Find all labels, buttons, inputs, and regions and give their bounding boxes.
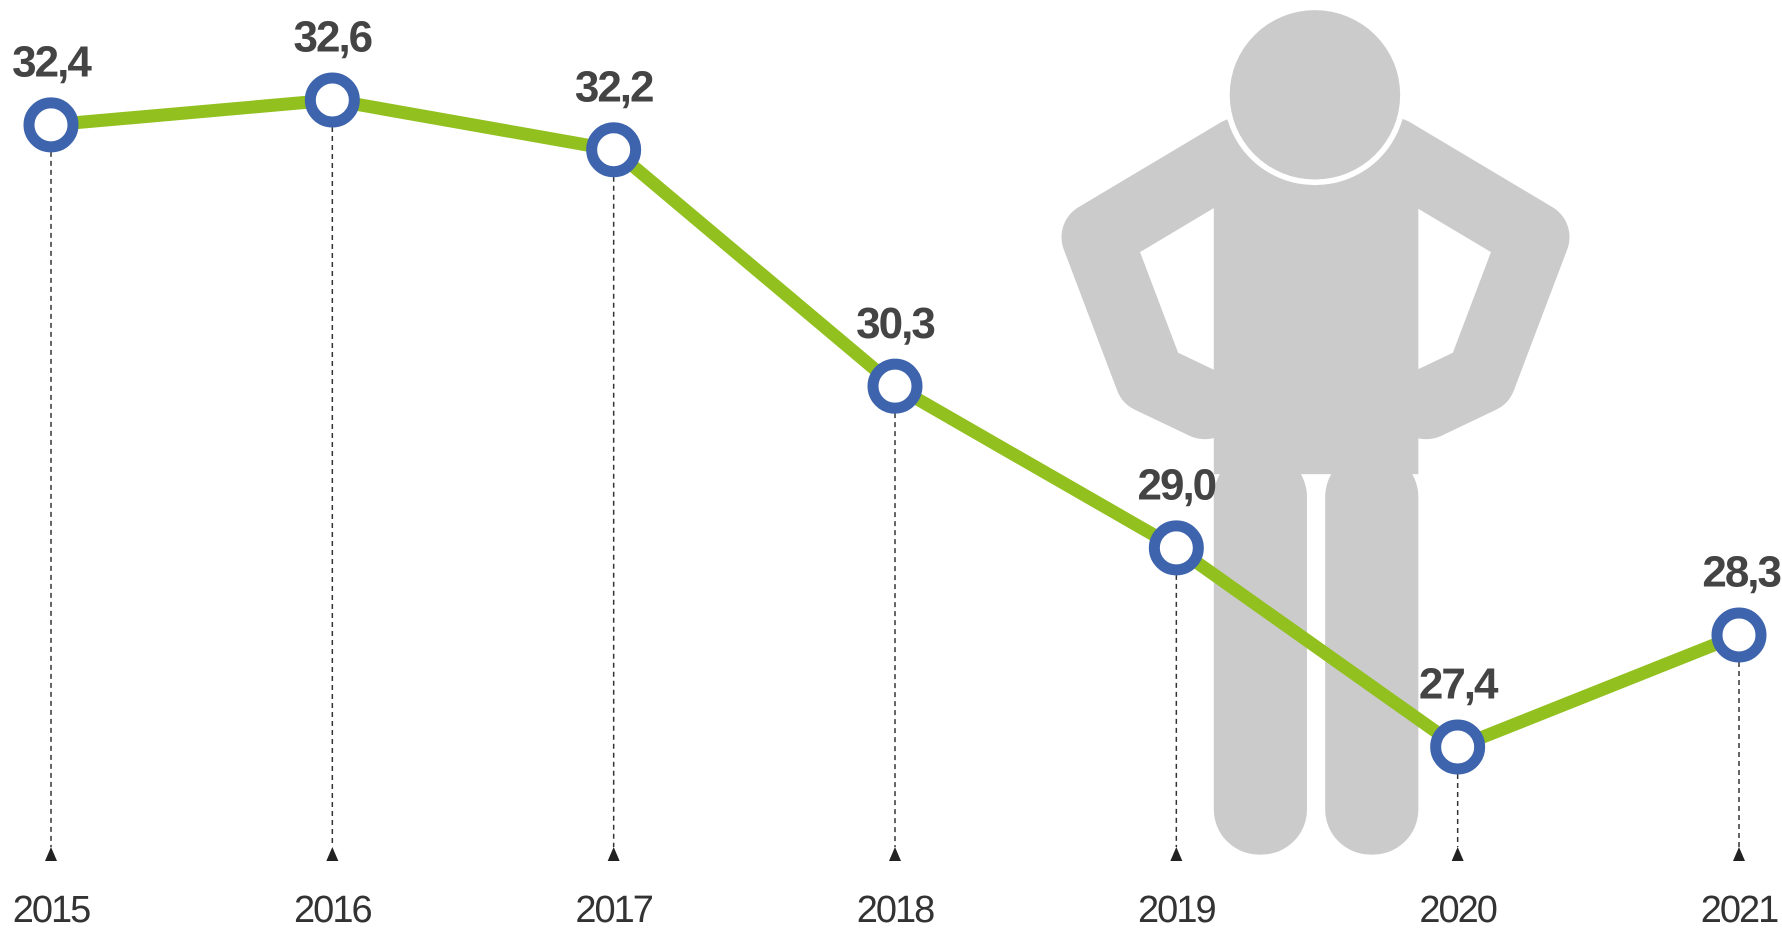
x-tick-label: 2015: [13, 889, 90, 931]
value-label: 29,0: [1138, 461, 1216, 510]
x-tick-label: 2017: [575, 889, 652, 931]
guide-arrow: [1733, 847, 1745, 861]
head: [1230, 10, 1400, 179]
value-label: 30,3: [856, 299, 934, 348]
point: [873, 364, 917, 408]
value-label: 27,4: [1419, 660, 1499, 709]
right-leg: [1325, 452, 1418, 855]
point: [1436, 725, 1480, 769]
page: {"chart_data": {"type": "line", "categor…: [0, 0, 1782, 937]
point: [592, 128, 636, 172]
point: [1154, 526, 1198, 570]
chart: 2015 2016 2017 2018 2019 2020 2021 32,4 32,6 32,2…: [0, 0, 1782, 937]
guide-arrow: [326, 847, 338, 861]
torso: [1214, 158, 1419, 474]
x-tick-label: 2019: [1138, 889, 1215, 931]
x-tick-label: 2018: [857, 889, 934, 931]
value-label: 32,6: [294, 13, 372, 62]
guide-arrow: [1170, 847, 1182, 861]
point: [1717, 613, 1761, 657]
value-label: 32,4: [12, 38, 92, 87]
guide-arrow: [608, 847, 620, 861]
value-label: 28,3: [1702, 548, 1780, 597]
point: [310, 78, 354, 122]
guide-arrow: [45, 847, 57, 861]
x-tick-label: 2016: [294, 889, 371, 931]
point: [29, 103, 73, 147]
guide-arrow: [889, 847, 901, 861]
x-tick-label: 2021: [1701, 889, 1778, 931]
left-leg: [1214, 452, 1307, 855]
guide-arrow: [1452, 847, 1464, 861]
x-tick-label: 2020: [1419, 889, 1496, 931]
value-label: 32,2: [575, 62, 653, 111]
